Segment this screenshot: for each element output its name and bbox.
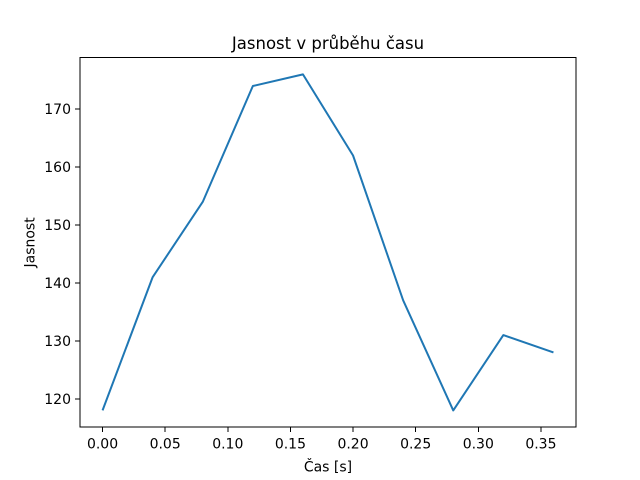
y-axis-label: Jasnost [23, 217, 39, 269]
y-tick-label: 170 [44, 102, 71, 118]
chart-title: Jasnost v průběhu času [231, 34, 424, 53]
y-tick-label: 130 [44, 334, 71, 350]
y-tick-label: 120 [44, 392, 71, 408]
y-tick-label: 150 [44, 218, 71, 234]
x-tick-label: 0.35 [525, 437, 556, 453]
x-tick-label: 0.30 [463, 437, 494, 453]
data-line-series [101, 73, 554, 412]
x-tick-label: 0.10 [212, 437, 243, 453]
x-axis-label: Čas [s] [304, 458, 352, 476]
y-tick-label: 140 [44, 276, 71, 292]
x-tick-label: 0.15 [275, 437, 306, 453]
x-tick-label: 0.25 [400, 437, 431, 453]
y-tick-label: 160 [44, 160, 71, 176]
plot-area: 0.00 0.05 0.10 0.15 0.20 0.25 0.30 0.35 120 130 14… [44, 57, 577, 453]
x-tick-label: 0.00 [87, 437, 118, 453]
x-tick-label: 0.05 [150, 437, 181, 453]
x-tick-label: 0.20 [337, 437, 368, 453]
axes-frame [79, 57, 577, 428]
